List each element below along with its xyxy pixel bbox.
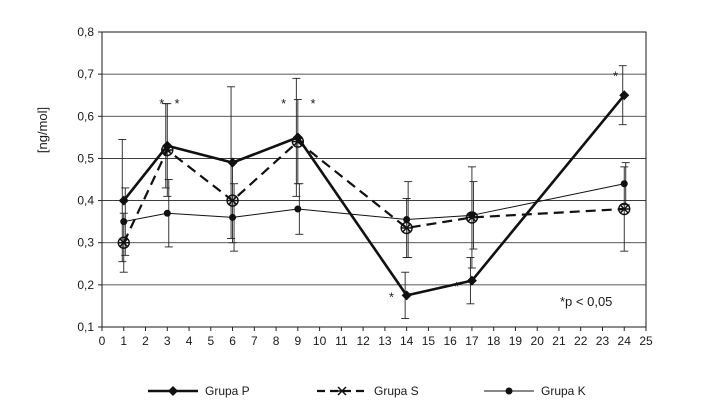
marker-stroke <box>619 204 629 214</box>
x-tick-label: 16 <box>443 334 457 348</box>
point-ring-grupa-s <box>117 236 130 249</box>
point-grupa-k <box>294 205 302 213</box>
y-axis: 0,1 0,2 0,3 0,4 0,5 0,6 0,7 0,8 <box>77 25 102 334</box>
point-grupa-p <box>401 290 412 301</box>
point-grupa-p <box>227 157 238 168</box>
point-grupa-s <box>401 223 412 233</box>
point-grupa-p <box>118 195 129 206</box>
point-grupa-s <box>227 196 238 206</box>
x-tick-label: 8 <box>273 334 280 348</box>
legend-marker <box>337 386 347 396</box>
legend-label: Grupa S <box>374 384 419 398</box>
point-ring-grupa-s <box>291 135 305 148</box>
marker-stroke <box>228 196 238 206</box>
x-tick-label: 19 <box>509 334 523 348</box>
x-tick-label: 0 <box>99 334 106 348</box>
marker-stroke <box>162 145 172 155</box>
x-tick-label: 5 <box>207 334 214 348</box>
point-grupa-p <box>466 275 477 286</box>
point-ring-grupa-s <box>465 211 479 224</box>
point-grupa-k <box>120 218 128 226</box>
significance-star: * <box>454 279 459 294</box>
x-tick-label: 20 <box>531 334 545 348</box>
point-grupa-k <box>620 180 628 188</box>
x-tick-label: 15 <box>422 334 436 348</box>
series-markers <box>117 90 631 301</box>
plot-area <box>101 31 647 328</box>
x-axis: 0 1 2 3 4 5 6 7 8 9 10 11 12 13 14 15 16 17 18 19 20 21 22 23 24… <box>99 327 653 348</box>
point-ring-grupa-s <box>400 221 413 235</box>
point-grupa-k <box>468 211 476 219</box>
significance-star: * <box>175 96 180 111</box>
x-tick-label: 1 <box>120 334 127 348</box>
x-tick-label: 14 <box>400 334 414 348</box>
y-tick-label: 0,7 <box>77 67 94 81</box>
y-axis-label: [ng/mol] <box>35 107 50 153</box>
point-grupa-k <box>163 209 171 217</box>
significance-marks: * * * * * * * <box>159 68 618 304</box>
legend-marker <box>168 386 178 396</box>
x-tick-label: 13 <box>378 334 392 348</box>
point-grupa-k <box>229 213 237 221</box>
y-tick-label: 0,3 <box>77 236 94 250</box>
significance-star: * <box>159 96 164 111</box>
marker-stroke <box>402 223 412 233</box>
point-grupa-s <box>619 204 630 214</box>
legend-item-grupa-p: Grupa P <box>148 384 250 398</box>
point-ring-grupa-s <box>226 194 239 207</box>
x-tick-label: 6 <box>229 334 236 348</box>
point-grupa-s <box>118 238 129 248</box>
legend-label: Grupa K <box>541 384 586 398</box>
x-tick-label: 10 <box>313 334 327 348</box>
y-tick-label: 0,1 <box>77 320 94 334</box>
significance-note: *p < 0,05 <box>560 294 612 309</box>
x-tick-label: 11 <box>335 334 348 348</box>
y-tick-label: 0,5 <box>77 151 94 165</box>
x-tick-label: 18 <box>487 334 501 348</box>
significance-star: * <box>311 96 316 111</box>
x-tick-label: 2 <box>142 334 149 348</box>
legend-item-grupa-k: Grupa K <box>484 384 586 398</box>
marker-stroke <box>293 137 303 147</box>
legend-item-grupa-s: Grupa S <box>317 384 419 398</box>
y-tick-label: 0,8 <box>77 25 94 39</box>
x-tick-label: 4 <box>186 334 193 348</box>
x-tick-label: 22 <box>574 334 588 348</box>
y-tick-label: 0,6 <box>77 109 94 123</box>
point-grupa-s <box>292 137 303 147</box>
legend-label: Grupa P <box>205 384 250 398</box>
legend-marker <box>505 387 513 395</box>
y-tick-label: 0,4 <box>77 194 94 208</box>
significance-star: * <box>613 68 618 83</box>
grid <box>102 73 646 286</box>
point-ring-grupa-s <box>618 202 631 216</box>
x-tick-label: 7 <box>251 334 258 348</box>
x-tick-label: 17 <box>465 334 479 348</box>
x-tick-label: 3 <box>164 334 171 348</box>
marker-stroke <box>119 238 129 248</box>
x-tick-label: 24 <box>618 334 632 348</box>
marker-stroke <box>337 386 347 396</box>
x-tick-label: 12 <box>356 334 370 348</box>
x-tick-label: 21 <box>552 334 566 348</box>
x-tick-label: 9 <box>294 334 301 348</box>
point-grupa-k <box>403 216 411 224</box>
significance-star: * <box>389 290 394 305</box>
x-tick-label: 25 <box>639 334 653 348</box>
point-grupa-p <box>619 90 630 101</box>
y-tick-label: 0,2 <box>77 278 94 292</box>
point-grupa-s <box>162 145 173 155</box>
x-tick-label: 23 <box>596 334 610 348</box>
point-ring-grupa-s <box>161 143 174 157</box>
legend: Grupa P Grupa S Grupa K <box>148 384 586 398</box>
significance-star: * <box>281 96 286 111</box>
